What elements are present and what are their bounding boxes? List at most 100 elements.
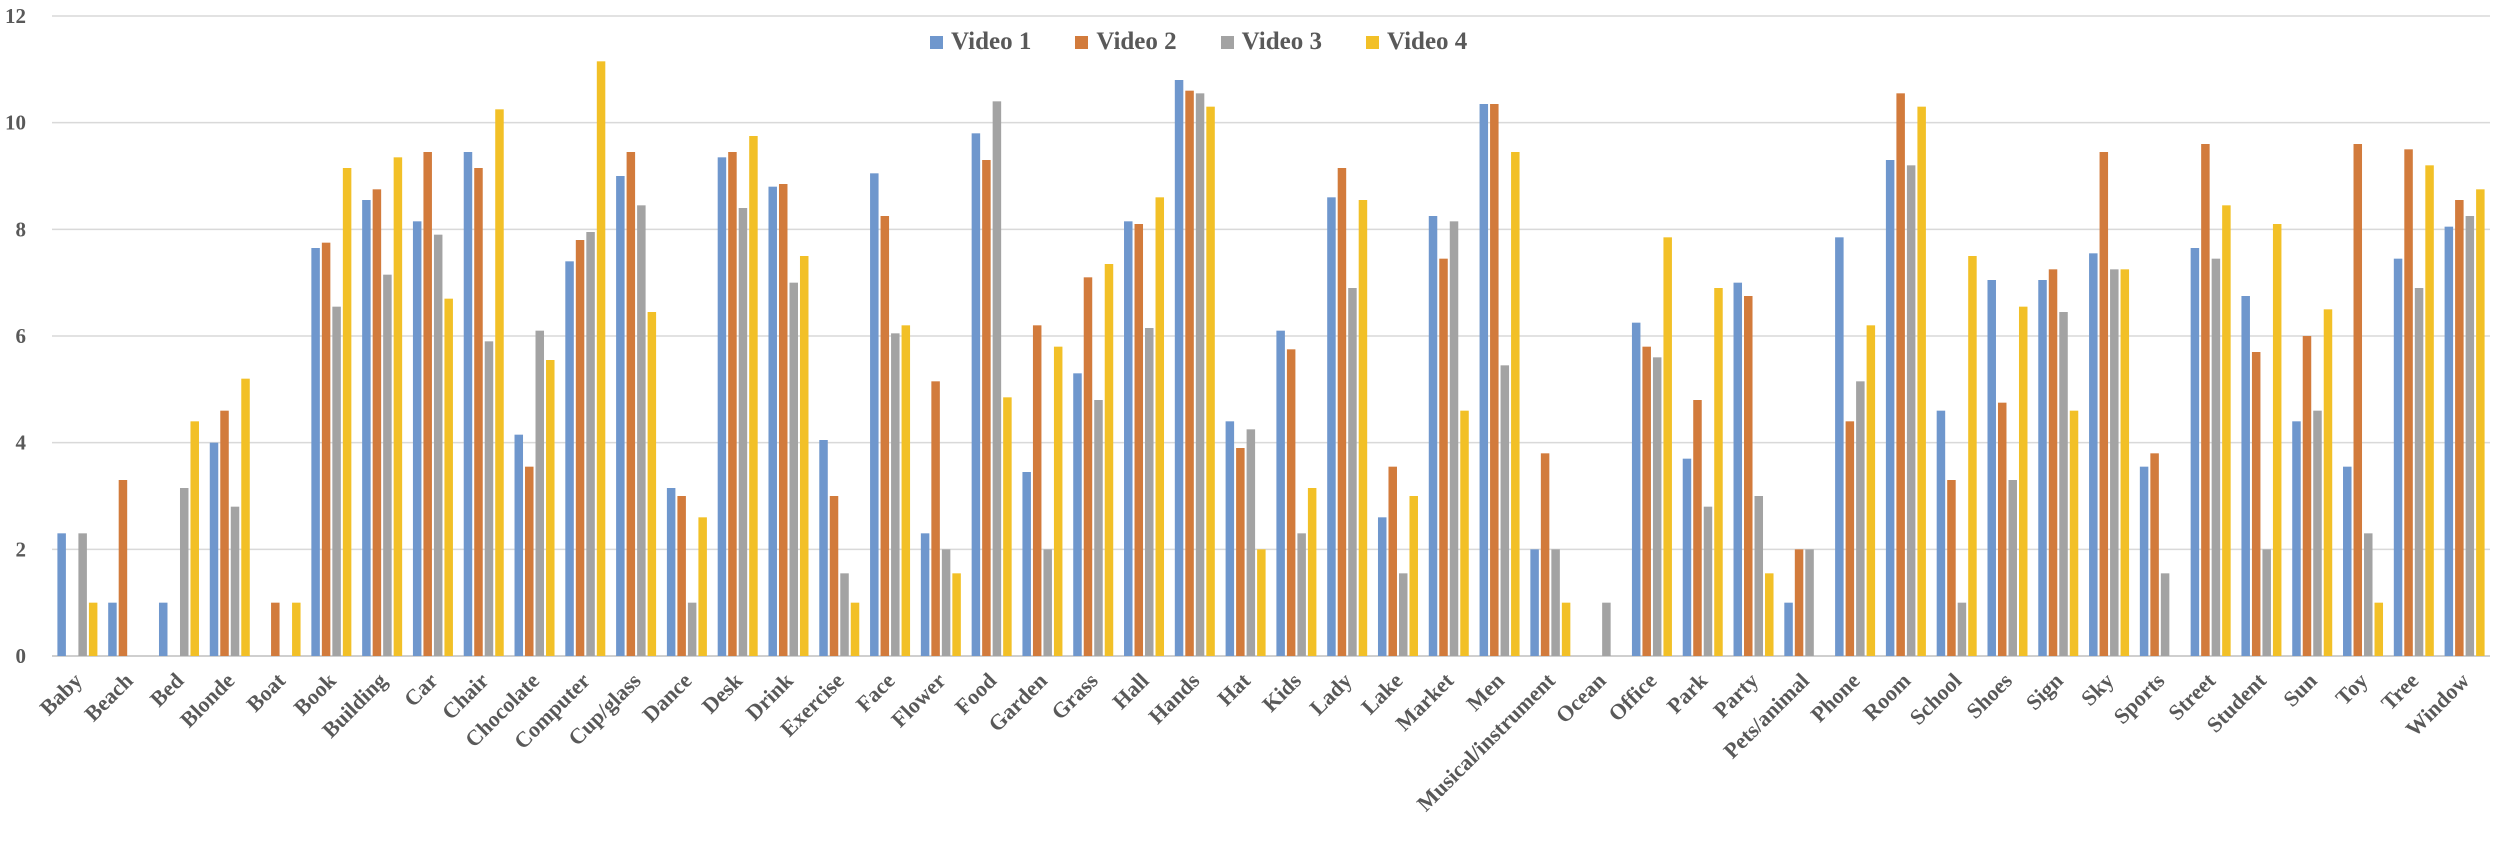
bar-video-1 (2191, 248, 2200, 656)
bar-video-4 (495, 109, 504, 656)
x-tick-label: Sports (2108, 668, 2169, 729)
bar-video-2 (322, 243, 331, 656)
bar-video-1 (1886, 160, 1895, 656)
bar-video-4 (2375, 603, 2384, 656)
bar-video-3 (2466, 216, 2475, 656)
legend-swatch (1075, 36, 1088, 49)
bar-video-1 (667, 488, 676, 656)
legend-item: Video 3 (1221, 28, 1322, 56)
x-tick-label: Sky (2076, 668, 2119, 711)
bar-video-3 (993, 101, 1002, 656)
bar-video-3 (1856, 381, 1865, 656)
bar-video-3 (637, 205, 646, 656)
bar-video-3 (1297, 533, 1306, 656)
bar-video-1 (311, 248, 320, 656)
bars (57, 61, 2484, 656)
legend-item: Video 2 (1075, 28, 1176, 56)
bar-video-2 (931, 381, 940, 656)
bar-video-4 (546, 360, 555, 656)
bar-video-1 (1073, 373, 1082, 656)
bar-video-1 (1022, 472, 1030, 656)
bar-video-2 (627, 152, 636, 656)
bar-video-1 (616, 176, 625, 656)
bar-video-1 (108, 603, 117, 656)
bar-video-2 (1033, 325, 1042, 656)
bar-video-2 (1744, 296, 1753, 656)
bar-video-1 (1226, 421, 1235, 656)
bar-video-2 (1185, 91, 1194, 656)
bar-video-3 (2262, 549, 2271, 656)
bar-video-3 (2008, 480, 2017, 656)
bar-video-4 (648, 312, 657, 656)
x-tick-label: Park (1662, 667, 1713, 718)
bar-video-3 (1450, 221, 1459, 656)
bar-video-1 (1530, 549, 1539, 656)
legend-label: Video 2 (1096, 28, 1176, 56)
bar-video-3 (1704, 507, 1713, 656)
bar-video-1 (972, 133, 981, 656)
bar-video-3 (1196, 93, 1205, 656)
bar-video-3 (180, 488, 189, 656)
bar-video-1 (1683, 459, 1692, 656)
bar-video-4 (394, 157, 403, 656)
legend: Video 1 Video 2 Video 3 Video 4 (930, 28, 1467, 56)
bar-video-3 (2161, 573, 2170, 656)
bar-video-1 (921, 533, 930, 656)
bar-video-4 (1359, 200, 1368, 656)
bar-video-3 (1399, 573, 1408, 656)
bar-video-1 (870, 173, 879, 656)
bar-video-2 (1388, 467, 1397, 656)
bar-video-3 (2313, 411, 2322, 656)
bar-video-4 (2324, 309, 2333, 656)
bar-video-4 (1206, 107, 1215, 656)
bar-video-4 (1968, 256, 1977, 656)
bar-video-1 (718, 157, 727, 656)
bar-video-1 (819, 440, 828, 656)
bar-video-3 (1043, 549, 1052, 656)
bar-video-2 (1236, 448, 1245, 656)
x-tick-label: Desk (697, 667, 748, 718)
bar-video-2 (2404, 149, 2413, 656)
bar-video-3 (1958, 603, 1967, 656)
bar-video-2 (1490, 104, 1499, 656)
x-tick-label: Market (1391, 667, 1459, 735)
x-tick-label: School (1904, 668, 1966, 730)
bar-video-3 (536, 331, 545, 656)
legend-swatch (1366, 36, 1379, 49)
bar-video-2 (982, 160, 991, 656)
bar-video-4 (800, 256, 809, 656)
bar-video-2 (830, 496, 839, 656)
bar-video-4 (902, 325, 911, 656)
y-tick-label: 12 (5, 4, 26, 28)
bar-video-2 (1287, 349, 1296, 656)
legend-label: Video 1 (951, 28, 1031, 56)
bar-video-2 (423, 152, 432, 656)
x-tick-label: Baby (35, 668, 87, 720)
x-tick-label: Dance (637, 668, 696, 727)
bar-video-1 (1987, 280, 1996, 656)
bar-video-4 (952, 573, 961, 656)
bar-video-1 (159, 603, 168, 656)
bar-video-3 (383, 275, 392, 656)
bar-video-1 (768, 187, 777, 656)
x-tick-label: Phone (1805, 668, 1864, 727)
bar-video-4 (1714, 288, 1723, 656)
bar-video-1 (1937, 411, 1946, 656)
bar-video-2 (1896, 93, 1905, 656)
x-tick-label: Hat (1212, 667, 1255, 710)
bar-video-4 (2273, 224, 2282, 656)
x-tick-label: Toy (2330, 668, 2372, 710)
x-tick-label: Beach (79, 668, 137, 726)
bar-video-1 (413, 221, 422, 656)
y-tick-label: 2 (16, 537, 27, 561)
bar-video-4 (89, 603, 98, 656)
bar-video-2 (2252, 352, 2261, 656)
x-tick-label: Blonde (175, 668, 240, 733)
x-tick-label: Boat (241, 667, 290, 716)
bar-video-1 (1632, 323, 1641, 656)
bar-video-1 (1734, 283, 1743, 656)
y-tick-label: 0 (16, 644, 27, 668)
bar-video-4 (1308, 488, 1317, 656)
bar-video-3 (2212, 259, 2221, 656)
